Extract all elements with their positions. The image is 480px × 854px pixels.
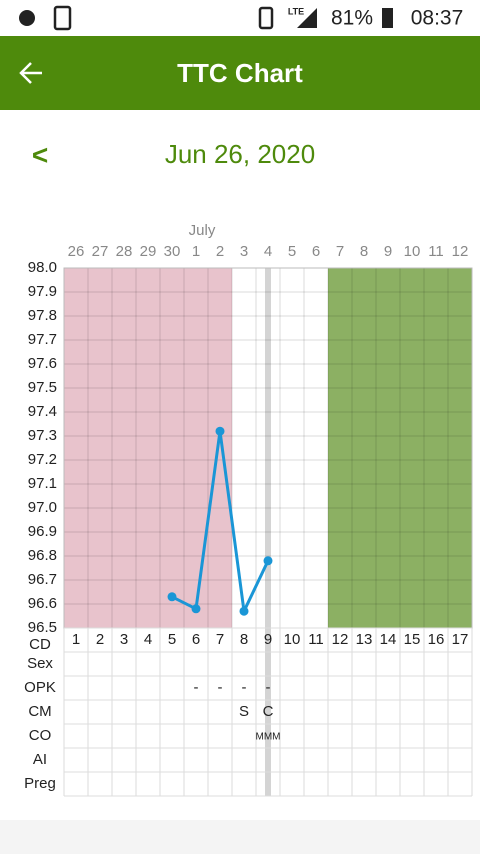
cycle-day: 8 <box>240 631 248 648</box>
cycle-day: 10 <box>284 631 301 648</box>
temperature-point <box>191 604 201 614</box>
x-tick-label: 12 <box>452 243 469 260</box>
x-tick-label: 28 <box>116 243 133 260</box>
footer <box>0 820 480 854</box>
app-bar <box>0 36 480 110</box>
temperature-point <box>167 592 177 602</box>
temperature-point <box>263 556 273 566</box>
cycle-day: 16 <box>428 631 445 648</box>
y-tick-label: 96.5 <box>28 619 57 636</box>
y-tick-label: 97.3 <box>28 427 57 444</box>
status-bar <box>0 0 480 36</box>
row-entry: - <box>218 679 223 696</box>
row-label: CM <box>28 703 51 720</box>
cycle-day: 4 <box>144 631 152 648</box>
cycle-day: 15 <box>404 631 421 648</box>
row-label: CD <box>29 636 51 653</box>
y-tick-label: 97.9 <box>28 283 57 300</box>
temperature-point <box>215 426 225 436</box>
y-tick-label: 97.8 <box>28 307 57 324</box>
row-label: OPK <box>24 679 56 696</box>
phase-band <box>64 268 232 628</box>
x-tick-label: 3 <box>240 243 248 260</box>
cycle-day: 7 <box>216 631 224 648</box>
back-button[interactable] <box>19 62 42 84</box>
date-label: Jun 26, 2020 <box>165 139 315 169</box>
x-tick-label: 7 <box>336 243 344 260</box>
cycle-day: 12 <box>332 631 349 648</box>
x-tick-label: 4 <box>264 243 272 260</box>
clock: 08:37 <box>411 7 464 30</box>
month-label: July <box>189 222 216 239</box>
x-tick-label: 11 <box>428 243 444 260</box>
x-tick-label: 10 <box>404 243 421 260</box>
cycle-day: 11 <box>308 631 324 648</box>
x-tick-label: 5 <box>288 243 296 260</box>
y-tick-label: 97.4 <box>28 403 57 420</box>
x-tick-label: 9 <box>384 243 392 260</box>
x-tick-label: 26 <box>68 243 85 260</box>
cycle-day: 14 <box>380 631 397 648</box>
cycle-day: 6 <box>192 631 200 648</box>
today-marker <box>265 268 271 796</box>
y-tick-label: 96.6 <box>28 595 57 612</box>
phase-band <box>328 268 472 628</box>
x-tick-label: 2 <box>216 243 224 260</box>
y-tick-label: 97.1 <box>28 475 57 492</box>
row-label: Preg <box>24 775 56 792</box>
row-entry: MMM <box>256 732 281 743</box>
app-title: TTC Chart <box>177 58 303 88</box>
y-tick-label: 97.7 <box>28 331 57 348</box>
signal-icon <box>297 8 317 28</box>
row-entry: - <box>266 679 271 696</box>
battery-icon <box>382 8 393 28</box>
x-tick-label: 6 <box>312 243 320 260</box>
x-tick-label: 1 <box>192 243 200 260</box>
cycle-day: 5 <box>168 631 176 648</box>
y-tick-label: 98.0 <box>28 259 57 276</box>
x-tick-label: 8 <box>360 243 368 260</box>
row-entry: - <box>242 679 247 696</box>
cycle-day: 3 <box>120 631 128 648</box>
prev-button[interactable]: < <box>32 139 48 170</box>
row-entry: S <box>239 703 249 720</box>
x-tick-label: 27 <box>92 243 109 260</box>
battery-label: 81% <box>331 7 373 30</box>
y-tick-label: 96.9 <box>28 523 57 540</box>
row-label: Sex <box>27 655 53 672</box>
vibrate-icon <box>258 6 274 30</box>
cycle-day: 1 <box>72 631 80 648</box>
row-entry: - <box>194 679 199 696</box>
cycle-day: 13 <box>356 631 373 648</box>
cycle-day: 9 <box>264 631 272 648</box>
y-tick-label: 97.0 <box>28 499 57 516</box>
status-icon <box>19 10 35 26</box>
status-icon <box>53 5 72 31</box>
row-entry: C <box>263 703 274 720</box>
y-tick-label: 96.7 <box>28 571 57 588</box>
network-label: LTE <box>288 6 304 16</box>
x-tick-label: 30 <box>164 243 181 260</box>
y-tick-label: 97.6 <box>28 355 57 372</box>
temperature-point <box>239 606 249 616</box>
x-tick-label: 29 <box>140 243 157 260</box>
row-label: AI <box>33 751 47 768</box>
cycle-day: 17 <box>452 631 469 648</box>
y-tick-label: 97.5 <box>28 379 57 396</box>
y-tick-label: 97.2 <box>28 451 57 468</box>
cycle-day: 2 <box>96 631 104 648</box>
row-label: CO <box>29 727 52 744</box>
y-tick-label: 96.8 <box>28 547 57 564</box>
